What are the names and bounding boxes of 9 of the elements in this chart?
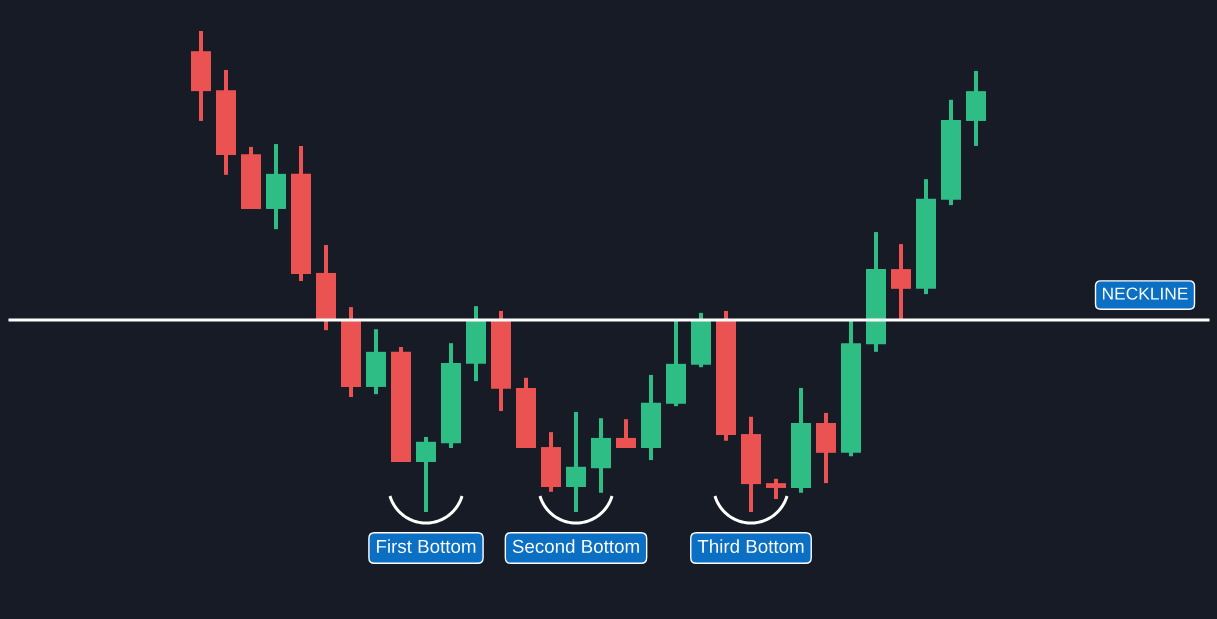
candlestick [416,436,436,512]
ref-line-label: NECKLINE [1103,287,1188,300]
candlestick [891,244,911,320]
text: First Bottom [377,539,476,554]
text: Third Bottom [697,539,804,554]
candlestick [766,478,786,500]
candlestick [616,419,636,449]
text: Second Bottom [512,539,639,554]
candlestick [566,411,586,512]
